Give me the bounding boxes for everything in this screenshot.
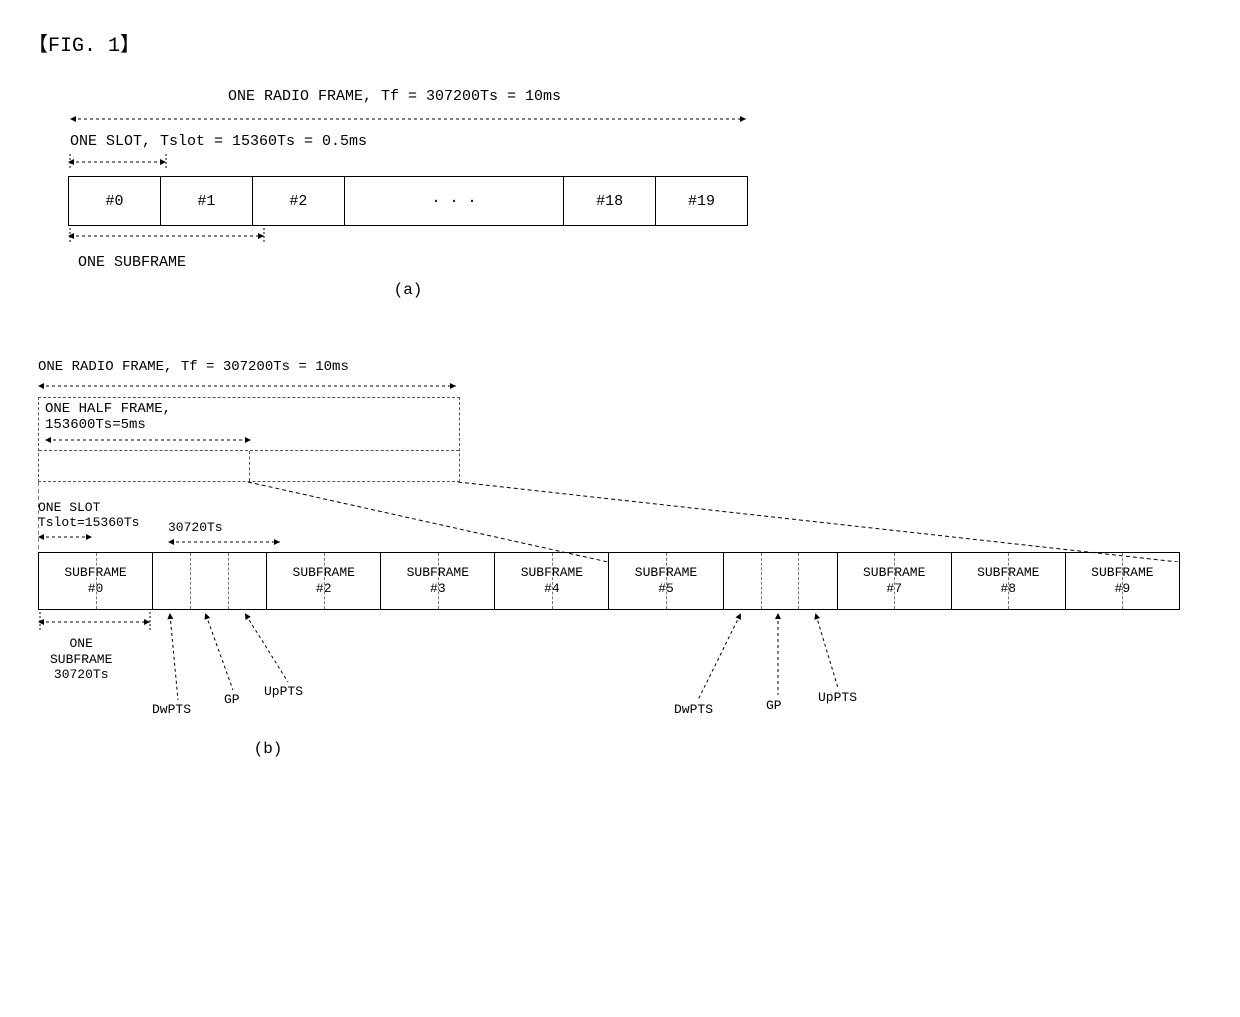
slot-label-b-2: Tslot=15360Ts	[38, 515, 139, 530]
one-subframe-below-2: SUBFRAME	[50, 652, 112, 668]
slot-cell: #2	[253, 177, 345, 225]
half-frame-label-2: 153600Ts=5ms	[45, 417, 453, 433]
subframe-width-label: 30720Ts	[168, 520, 288, 535]
subframe-cell-1-special	[153, 553, 267, 609]
half-frame-box: ONE HALF FRAME, 153600Ts=5ms	[38, 397, 460, 482]
subframe-cell-2: SUBFRAME #2	[267, 553, 381, 609]
uppts-label-2: UpPTS	[818, 690, 857, 705]
subframe-cell-8: SUBFRAME #8	[952, 553, 1066, 609]
caption-a: (a)	[68, 281, 748, 299]
subframe-cell-0: SUBFRAME #0	[39, 553, 153, 609]
frame-extent-arrow-a	[68, 107, 788, 131]
slot-label-a: ONE SLOT, Tslot = 15360Ts = 0.5ms	[68, 133, 748, 150]
slot-label-b-1: ONE SLOT	[38, 500, 139, 515]
caption-b: (b)	[38, 740, 498, 758]
figure-title: 【FIG. 1】	[28, 28, 1212, 58]
subframe-width-arrow	[168, 535, 288, 549]
slot-extent-arrow-b	[38, 530, 108, 544]
dwpts-label-2: DwPTS	[674, 702, 713, 717]
subframe-extent-arrow-a	[68, 226, 788, 250]
subframe-label-a: ONE SUBFRAME	[68, 254, 748, 271]
slot-cell: #19	[656, 177, 747, 225]
frame-label-b: ONE RADIO FRAME, Tf = 307200Ts = 10ms	[38, 359, 1178, 375]
frame-extent-arrow-b	[38, 377, 478, 395]
one-subframe-below-1: ONE	[50, 636, 112, 652]
gp-label-2: GP	[766, 698, 782, 713]
subframe-cell-5: SUBFRAME #5	[609, 553, 723, 609]
slot-cell: #1	[161, 177, 253, 225]
diagram-b: ONE RADIO FRAME, Tf = 307200Ts = 10ms ON…	[28, 359, 1212, 758]
half-frame-cell	[39, 451, 250, 481]
half-frame-cell	[250, 451, 460, 481]
frame-label-a: ONE RADIO FRAME, Tf = 307200Ts = 10ms	[68, 88, 748, 105]
subframe-cell-3: SUBFRAME #3	[381, 553, 495, 609]
one-subframe-below-3: 30720Ts	[50, 667, 112, 683]
half-frame-label-1: ONE HALF FRAME,	[45, 401, 453, 417]
slot-cell-ellipsis: · · ·	[345, 177, 564, 225]
below-arrows	[38, 610, 1178, 730]
uppts-label-1: UpPTS	[264, 684, 303, 699]
dwpts-label-1: DwPTS	[152, 702, 191, 717]
slot-cell: #0	[69, 177, 161, 225]
half-frame-extent-arrow	[45, 433, 255, 447]
subframe-row: SUBFRAME #0 SUBFRAME #2 SUBFRAME #3 SUBF…	[38, 552, 1180, 610]
slot-cell: #18	[564, 177, 656, 225]
below-annotations: ONE SUBFRAME 30720Ts DwPTS GP UpPTS DwPT…	[38, 610, 1178, 730]
slot-extent-arrow-a	[68, 152, 788, 174]
slot-row-a: #0 #1 #2 · · · #18 #19	[68, 176, 748, 226]
subframe-cell-6-special	[724, 553, 838, 609]
gp-label-1: GP	[224, 692, 240, 707]
subframe-cell-7: SUBFRAME #7	[838, 553, 952, 609]
subframe-cell-9: SUBFRAME #9	[1066, 553, 1179, 609]
subframe-cell-4: SUBFRAME #4	[495, 553, 609, 609]
diagram-a: ONE RADIO FRAME, Tf = 307200Ts = 10ms ON…	[28, 88, 1212, 299]
